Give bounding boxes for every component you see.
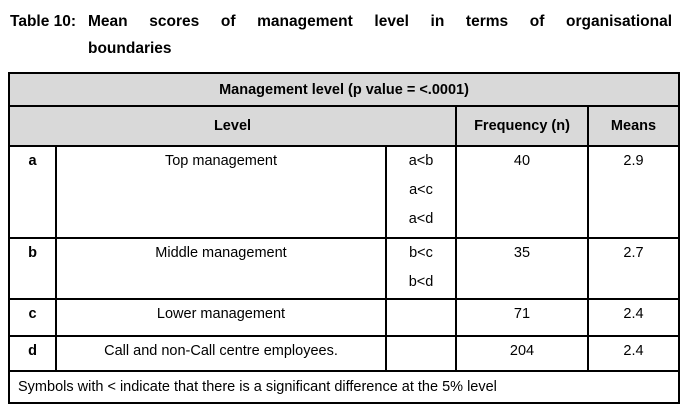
table-top-header: Management level (p value = <.0001) [10,74,678,105]
management-level-table: Management level (p value = <.0001) Leve… [8,72,680,404]
table-row-comparisons: a<b a<c a<d [387,147,455,237]
table-row-symbol: a [10,147,55,237]
column-header-frequency: Frequency (n) [457,107,587,145]
table-row-frequency: 71 [457,300,587,335]
table-footnote: Symbols with < indicate that there is a … [10,372,678,402]
table-caption-label: Table 10: [10,13,77,30]
table-row-symbol: c [10,300,55,335]
comparison-item: b<c [409,245,433,261]
table-row-comparisons: b<c b<d [387,239,455,298]
comparison-item: b<d [408,274,434,290]
table-row-frequency: 35 [457,239,587,298]
table-row-level: Lower management [57,300,385,335]
column-header-means: Means [589,107,678,145]
table-row-comparisons [387,300,455,335]
comparison-item: a<c [409,182,433,198]
table-row-comparisons [387,337,455,370]
table-row-frequency: 40 [457,147,587,237]
table-row-level: Call and non-Call centre employees. [57,337,385,370]
table-row-means: 2.4 [589,337,678,370]
table-row-level: Top management [57,147,385,237]
comparison-item: a<b [408,153,434,169]
table-caption: Table 10: Mean scores of management leve… [10,8,672,62]
table-caption-line-2: boundaries [88,40,172,57]
table-row-frequency: 204 [457,337,587,370]
column-header-level: Level [10,107,455,145]
table-row-symbol: b [10,239,55,298]
table-row-level: Middle management [57,239,385,298]
table-caption-line-1: Mean scores of management level in terms… [88,13,672,30]
table-caption-text: Mean scores of management level in terms… [88,8,672,62]
table-row-means: 2.4 [589,300,678,335]
table-row-symbol: d [10,337,55,370]
comparison-item: a<d [408,211,434,227]
table-row-means: 2.7 [589,239,678,298]
table-row-means: 2.9 [589,147,678,237]
